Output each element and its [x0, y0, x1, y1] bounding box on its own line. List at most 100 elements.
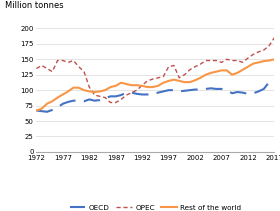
Rest of the world [130, 84, 133, 87]
OECD [193, 88, 197, 91]
OPEC [35, 67, 38, 70]
OECD [130, 91, 133, 94]
OECD [257, 90, 260, 93]
Rest of the world [45, 103, 49, 105]
Rest of the world [220, 69, 223, 72]
OPEC [130, 91, 133, 94]
Rest of the world [183, 81, 186, 83]
OPEC [273, 37, 276, 39]
Rest of the world [156, 85, 160, 87]
Rest of the world [267, 59, 271, 62]
OECD [267, 81, 271, 83]
OECD [119, 94, 123, 96]
Rest of the world [135, 84, 139, 87]
Rest of the world [199, 77, 202, 79]
OECD [56, 106, 59, 109]
Rest of the world [35, 109, 38, 112]
Rest of the world [104, 89, 107, 91]
OECD [135, 93, 139, 95]
Rest of the world [109, 86, 112, 88]
Rest of the world [88, 90, 91, 93]
OECD [72, 99, 75, 102]
OECD [199, 88, 202, 91]
OECD [172, 89, 176, 91]
OPEC [214, 59, 218, 62]
OPEC [40, 64, 43, 67]
Line: OPEC: OPEC [36, 38, 274, 103]
OECD [104, 97, 107, 99]
Rest of the world [141, 85, 144, 87]
OECD [246, 93, 250, 95]
OECD [51, 109, 54, 111]
OPEC [257, 51, 260, 53]
OECD [93, 99, 96, 102]
OPEC [230, 59, 234, 62]
OPEC [45, 67, 49, 70]
OPEC [77, 65, 80, 68]
Rest of the world [119, 81, 123, 84]
OECD [98, 99, 102, 101]
OPEC [125, 94, 128, 96]
Rest of the world [236, 72, 239, 74]
OPEC [72, 59, 75, 62]
Rest of the world [114, 85, 117, 87]
Rest of the world [61, 93, 64, 96]
OPEC [151, 78, 155, 80]
OPEC [56, 59, 59, 62]
OPEC [199, 63, 202, 65]
OPEC [104, 96, 107, 99]
OECD [77, 99, 80, 102]
OECD [40, 110, 43, 112]
OPEC [98, 95, 102, 98]
Rest of the world [151, 86, 155, 88]
OPEC [82, 70, 86, 73]
OECD [167, 89, 170, 91]
Legend: OECD, OPEC, Rest of the world: OECD, OPEC, Rest of the world [67, 201, 244, 211]
OECD [66, 101, 70, 103]
OECD [61, 103, 64, 105]
OECD [225, 89, 228, 91]
OECD [262, 88, 265, 90]
Rest of the world [193, 79, 197, 81]
OPEC [241, 61, 244, 64]
OECD [156, 91, 160, 94]
OECD [230, 92, 234, 95]
Rest of the world [40, 107, 43, 110]
OECD [125, 91, 128, 94]
Rest of the world [98, 90, 102, 93]
OPEC [51, 70, 54, 73]
Rest of the world [125, 83, 128, 85]
Rest of the world [178, 80, 181, 82]
OPEC [193, 65, 197, 68]
Text: Million tonnes: Million tonnes [6, 1, 64, 10]
OPEC [172, 64, 176, 67]
OPEC [183, 73, 186, 76]
OECD [88, 98, 91, 101]
OPEC [109, 101, 112, 104]
OPEC [162, 75, 165, 78]
OPEC [236, 59, 239, 62]
OECD [236, 91, 239, 93]
Rest of the world [230, 73, 234, 76]
Rest of the world [146, 86, 149, 88]
OPEC [146, 80, 149, 82]
OECD [209, 87, 213, 90]
OECD [162, 90, 165, 93]
Rest of the world [93, 91, 96, 93]
OPEC [119, 98, 123, 101]
Rest of the world [51, 100, 54, 103]
Rest of the world [82, 89, 86, 91]
OECD [220, 88, 223, 90]
Rest of the world [251, 62, 255, 65]
OPEC [188, 69, 192, 71]
Rest of the world [66, 90, 70, 93]
OPEC [167, 65, 170, 68]
OECD [188, 89, 192, 91]
OECD [82, 100, 86, 103]
Line: Rest of the world: Rest of the world [36, 59, 274, 111]
Rest of the world [273, 58, 276, 61]
OECD [178, 90, 181, 93]
Line: OECD: OECD [36, 80, 274, 112]
Rest of the world [56, 96, 59, 99]
Rest of the world [162, 81, 165, 84]
